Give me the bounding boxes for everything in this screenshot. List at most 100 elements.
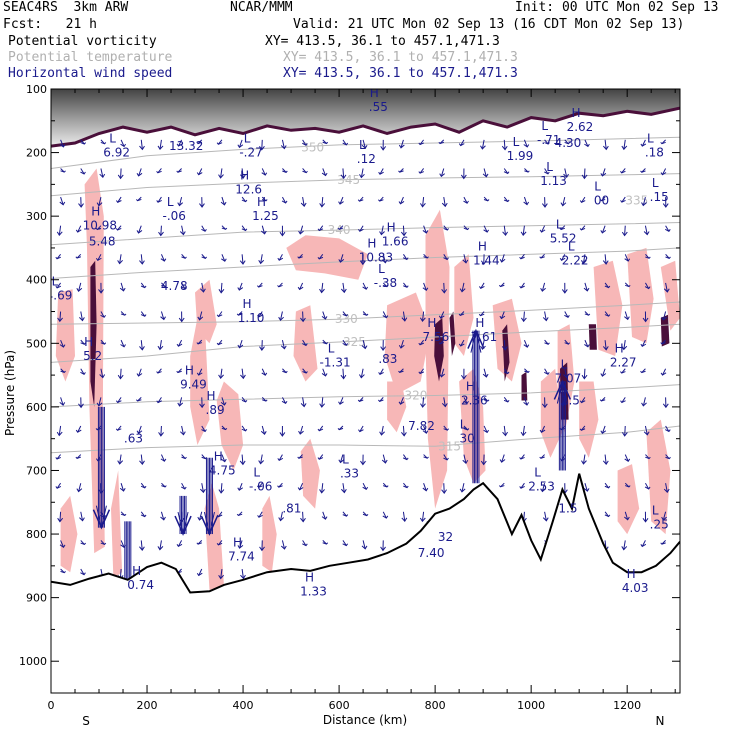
wind-vector-head xyxy=(665,456,671,460)
wind-vector-head xyxy=(382,315,389,319)
extremum-value: .81 xyxy=(282,502,301,516)
extremum-value: 5.52 xyxy=(550,231,577,245)
wind-vector xyxy=(503,139,506,150)
wind-vector-head xyxy=(583,287,590,292)
wind-vector xyxy=(463,397,468,404)
wind-vector-head xyxy=(338,258,345,263)
wind-vector-head xyxy=(443,457,449,461)
wind-vector-head xyxy=(483,399,490,402)
wind-vector xyxy=(120,483,125,492)
wind-vector-head xyxy=(362,313,369,316)
wind-vector xyxy=(623,340,626,350)
wind-vector-head xyxy=(156,400,162,404)
wind-vector-head xyxy=(240,374,246,380)
theta-contour xyxy=(51,247,680,279)
theta-contour xyxy=(51,136,680,169)
wind-vector xyxy=(258,511,263,518)
wind-vector xyxy=(77,225,82,233)
pv-region xyxy=(262,495,277,573)
wind-vector-head xyxy=(458,313,465,317)
wind-vector xyxy=(160,225,162,236)
wind-vector-head xyxy=(463,227,470,231)
wind-vector xyxy=(117,397,122,403)
wind-vector xyxy=(382,511,387,519)
wind-vector-head xyxy=(280,545,287,550)
wind-vector-head xyxy=(218,174,224,179)
extremum-marker: L xyxy=(342,453,349,467)
wind-vector xyxy=(201,282,204,293)
wind-vector xyxy=(562,196,566,206)
extremum-value: 10.98 xyxy=(83,219,117,233)
wind-vector-head xyxy=(338,401,344,405)
x-tick-label: 1200 xyxy=(613,699,641,712)
wind-vector xyxy=(302,511,304,522)
wind-vector-head xyxy=(362,513,369,517)
extremum-value: 9.49 xyxy=(180,378,207,392)
extremum-value: 4.69 xyxy=(46,289,73,303)
wind-vector-head xyxy=(358,228,364,232)
wind-vector xyxy=(342,168,345,179)
wind-vector-head xyxy=(640,170,646,173)
wind-vector-head xyxy=(258,259,265,265)
wind-vector-head xyxy=(176,370,182,374)
wind-vector-head xyxy=(56,231,63,236)
wind-vector-head xyxy=(660,372,667,376)
wind-vector-head xyxy=(643,231,650,236)
init-time: Init: 00 UTC Mon 02 Sep 13 xyxy=(515,0,719,15)
wind-vector-head xyxy=(140,314,147,317)
wind-vector xyxy=(624,254,629,262)
wind-vector-head xyxy=(237,144,244,149)
wind-vector-head xyxy=(76,488,83,493)
wind-vector-head xyxy=(621,145,628,151)
wind-vector xyxy=(241,368,244,379)
wind-vector-head xyxy=(398,370,404,373)
wind-vector-head xyxy=(358,374,365,379)
wind-vector-head xyxy=(317,428,324,432)
extremum-value: 0.74 xyxy=(127,578,154,592)
wind-vector-head xyxy=(259,346,265,351)
wind-vector-head xyxy=(258,460,265,465)
wind-vector xyxy=(322,168,327,176)
wind-vector-head xyxy=(201,228,207,232)
wind-vector-head xyxy=(418,171,425,174)
wind-vector-head xyxy=(560,202,567,207)
pv-region xyxy=(60,495,78,573)
wind-vector-head xyxy=(79,317,85,322)
wind-vector-head xyxy=(322,342,329,345)
wind-vector xyxy=(423,225,427,234)
wind-vector xyxy=(181,225,184,235)
wind-vector-head xyxy=(643,431,650,436)
strong-wind-arrow-head xyxy=(556,381,568,404)
wind-vector xyxy=(501,254,505,263)
wind-vector xyxy=(198,168,203,175)
x-tick-label: 800 xyxy=(425,699,446,712)
wind-vector xyxy=(56,482,62,489)
wind-vector-head xyxy=(117,460,124,465)
wind-vector xyxy=(239,540,243,549)
wind-vector-head xyxy=(398,201,405,205)
wind-vector-head xyxy=(55,486,62,489)
wind-vector-head xyxy=(362,486,369,491)
wind-vector xyxy=(665,425,670,432)
wind-vector-head xyxy=(662,203,669,208)
wind-vector xyxy=(601,368,606,377)
wind-vector-head xyxy=(579,227,586,231)
field-xy-wind: XY= 413.5, 36.1 to 457.1,471.3 xyxy=(283,66,518,81)
wind-vector-head xyxy=(602,260,609,265)
wind-vector-head xyxy=(645,256,651,259)
wind-vector-head xyxy=(297,487,304,491)
wind-vector-head xyxy=(55,285,62,289)
extremum-value: 1.33 xyxy=(300,584,327,598)
wind-vector xyxy=(322,511,326,520)
wind-vector-head xyxy=(583,487,590,492)
wind-vector-head xyxy=(539,256,545,259)
wind-vector-head xyxy=(602,145,609,151)
wind-vector-head xyxy=(422,230,429,234)
extremum-value: 7.07 xyxy=(555,371,582,385)
wind-vector-head xyxy=(403,485,409,489)
extremum-marker: H xyxy=(132,564,141,578)
extremum-value: .25 xyxy=(650,518,669,532)
pv-high-region xyxy=(521,371,528,401)
wind-vector-head xyxy=(257,485,263,488)
wind-vector xyxy=(584,483,588,492)
